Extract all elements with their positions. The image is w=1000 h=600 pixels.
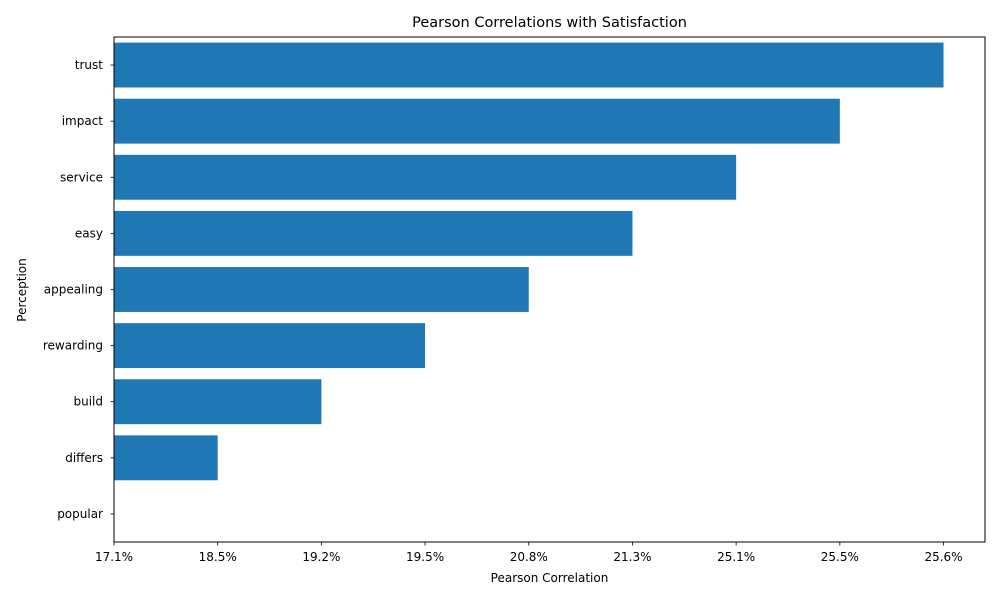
x-tick-label: 25.5% xyxy=(821,550,859,564)
y-tick-label-easy: easy xyxy=(75,226,103,240)
y-tick-label-popular: popular xyxy=(57,507,103,521)
bar-build xyxy=(114,379,322,425)
x-tick-label: 21.3% xyxy=(613,550,651,564)
plot-frame xyxy=(113,36,986,543)
bar-trust xyxy=(114,42,944,88)
y-tick-label-differs: differs xyxy=(65,451,103,465)
x-axis-label: Pearson Correlation xyxy=(491,571,609,585)
y-tick-label-trust: trust xyxy=(75,58,103,72)
y-axis-label: Perception xyxy=(15,258,29,321)
x-tick-label: 20.8% xyxy=(510,550,548,564)
bar-impact xyxy=(114,98,840,144)
bar-rewarding xyxy=(114,323,426,369)
chart-title: Pearson Correlations with Satisfaction xyxy=(412,15,687,31)
x-axis-ticks: 17.1% 18.5% 19.2% 19.5% 20.8% 21.3% 25.1% 25.5%… xyxy=(95,542,963,564)
x-tick-label: 19.2% xyxy=(302,550,340,564)
y-tick-label-appealing: appealing xyxy=(44,283,103,297)
y-tick-label-impact: impact xyxy=(62,114,104,128)
bar-appealing xyxy=(114,267,529,312)
y-axis-ticks: trust impact service easy appealing rewarding… xyxy=(43,58,114,521)
bar-service xyxy=(114,154,737,200)
x-tick-label: 25.1% xyxy=(717,550,755,564)
x-tick-label: 25.6% xyxy=(924,550,962,564)
x-tick-label: 17.1% xyxy=(95,550,133,564)
x-tick-label: 18.5% xyxy=(199,550,237,564)
x-tick-label: 19.5% xyxy=(406,550,444,564)
y-tick-label-service: service xyxy=(60,170,103,184)
bar-differs xyxy=(114,435,218,481)
bars-group xyxy=(114,42,944,481)
y-tick-label-rewarding: rewarding xyxy=(43,339,103,353)
bar-easy xyxy=(114,210,633,256)
y-tick-label-build: build xyxy=(73,395,103,409)
